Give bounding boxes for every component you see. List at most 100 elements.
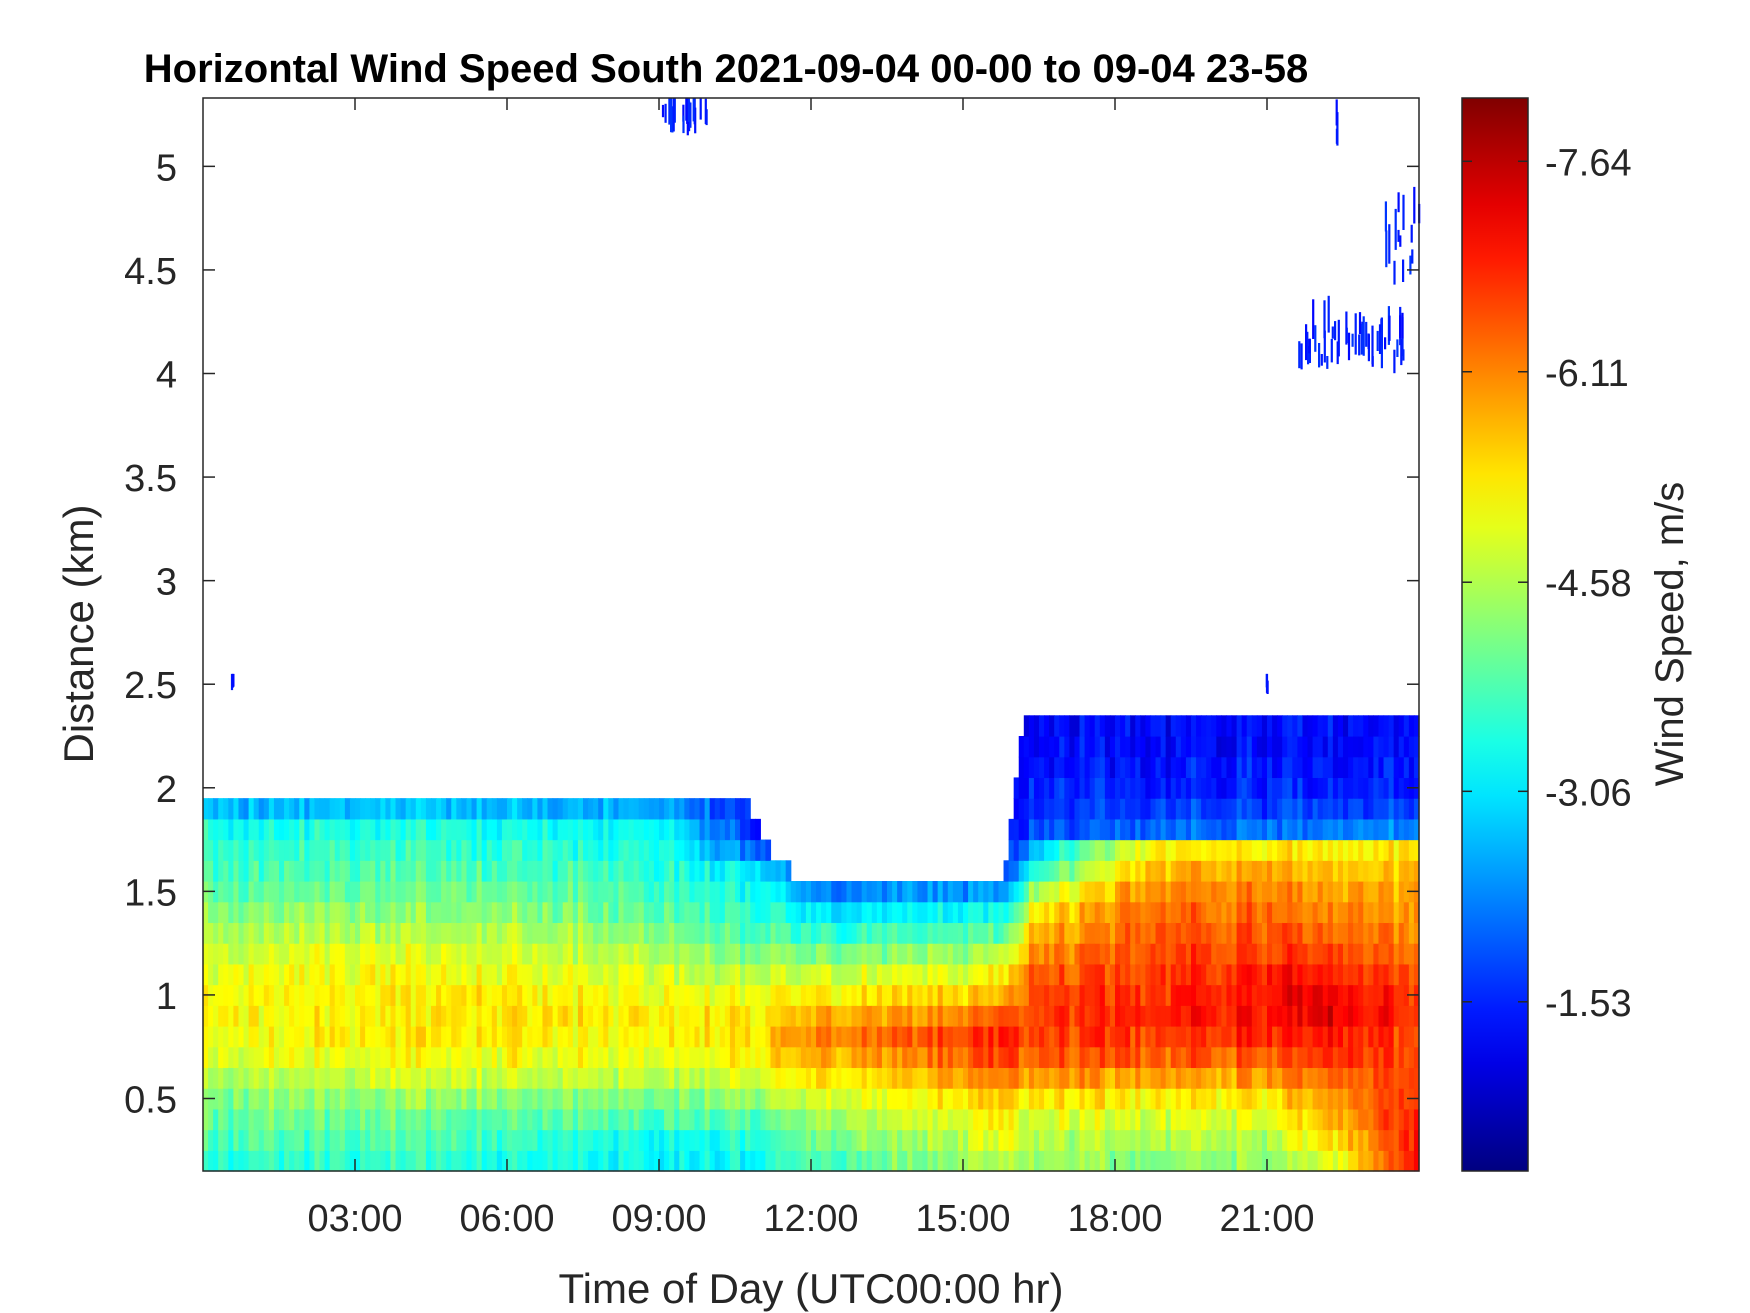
heatmap-cell <box>1312 1150 1319 1172</box>
heatmap-cell <box>1074 881 1081 903</box>
heatmap-cell <box>1069 756 1076 779</box>
heatmap-cell <box>258 839 265 861</box>
heatmap-cell <box>385 839 392 861</box>
heatmap-cell <box>1059 963 1065 986</box>
heatmap-cell <box>1013 963 1020 986</box>
heatmap-cell <box>400 1088 407 1110</box>
heatmap-cell <box>1125 984 1131 1006</box>
heatmap-cell <box>1393 1046 1400 1069</box>
heatmap-cell <box>618 984 625 1006</box>
heatmap-cell <box>1023 943 1030 965</box>
heatmap-cell <box>623 881 630 903</box>
heatmap-cell <box>1246 777 1253 799</box>
heatmap-cell <box>339 839 346 861</box>
heatmap-cell <box>1348 818 1354 841</box>
heatmap-cell <box>947 1046 954 1069</box>
heatmap-cell <box>1185 736 1192 758</box>
heatmap-cell <box>1383 1108 1390 1131</box>
heatmap-cell <box>537 901 544 924</box>
heatmap-cell <box>1267 736 1273 758</box>
heatmap-cell <box>770 943 777 965</box>
heatmap-cell <box>507 963 513 986</box>
heatmap-cell <box>1140 1129 1146 1151</box>
heatmap-cell <box>1363 715 1369 737</box>
heatmap-cell <box>957 984 964 1006</box>
heatmap-cell <box>1064 777 1070 799</box>
heatmap-cell <box>1180 1067 1187 1089</box>
heatmap-cell <box>1104 736 1111 758</box>
heatmap-cell <box>583 1046 589 1069</box>
heatmap-cell <box>811 1046 817 1069</box>
heatmap-cell <box>1155 1005 1162 1027</box>
heatmap-cell <box>988 1026 994 1048</box>
heatmap-cell <box>897 1046 903 1069</box>
heatmap-cell <box>1044 881 1050 903</box>
heatmap-cell <box>451 1046 457 1069</box>
heatmap-cell <box>344 860 351 882</box>
heatmap-cell <box>1322 818 1329 841</box>
heatmap-cell <box>385 1005 392 1027</box>
heatmap-cell <box>1196 1005 1202 1027</box>
heatmap-cell <box>1206 860 1212 882</box>
heatmap-cell <box>1287 756 1293 779</box>
heatmap-cell <box>1378 839 1385 861</box>
heatmap-cell <box>1317 736 1324 758</box>
heatmap-cell <box>648 1067 655 1089</box>
echo-streak <box>670 98 673 133</box>
heatmap-cell <box>289 860 295 882</box>
heatmap-cell <box>501 839 508 861</box>
heatmap-cell <box>724 943 731 965</box>
heatmap-cell <box>299 1005 305 1027</box>
heatmap-cell <box>471 1046 478 1069</box>
heatmap-cell <box>1216 1005 1222 1027</box>
heatmap-cell <box>537 860 544 882</box>
heatmap-cell <box>1368 756 1374 779</box>
heatmap-cell <box>1135 1150 1141 1172</box>
heatmap-cell <box>466 1067 473 1089</box>
echo-streak <box>1388 224 1391 264</box>
heatmap-cell <box>1094 1005 1101 1027</box>
heatmap-cell <box>892 1088 898 1110</box>
heatmap-cell <box>451 1088 457 1110</box>
heatmap-cell <box>405 922 412 944</box>
heatmap-cell <box>1170 715 1177 737</box>
heatmap-cell <box>228 943 234 965</box>
heatmap-cell <box>466 798 473 820</box>
heatmap-cell <box>547 1005 554 1027</box>
heatmap-cell <box>491 984 498 1006</box>
heatmap-cell <box>491 943 498 965</box>
heatmap-cell <box>659 963 665 986</box>
heatmap-cell <box>724 901 731 924</box>
heatmap-cell <box>1028 1067 1035 1089</box>
heatmap-cell <box>1196 1129 1202 1151</box>
heatmap-cell <box>1039 1108 1045 1131</box>
heatmap-cell <box>314 1150 321 1172</box>
heatmap-cell <box>1135 1067 1141 1089</box>
heatmap-cell <box>238 1088 245 1110</box>
heatmap-cell <box>446 922 452 944</box>
heatmap-cell <box>410 881 417 903</box>
heatmap-cell <box>983 963 989 986</box>
heatmap-cell <box>517 943 523 965</box>
heatmap-cell <box>1388 1067 1395 1089</box>
heatmap-cell <box>1261 1108 1268 1131</box>
heatmap-cell <box>279 1005 285 1027</box>
heatmap-cell <box>400 1129 407 1151</box>
heatmap-cell <box>349 839 356 861</box>
heatmap-cell <box>699 1129 706 1151</box>
heatmap-cell <box>836 1046 842 1069</box>
heatmap-cell <box>284 922 290 944</box>
heatmap-cell <box>471 1088 478 1110</box>
heatmap-cell <box>1175 1129 1182 1151</box>
heatmap-cell <box>273 1026 280 1048</box>
heatmap-cell <box>324 1129 331 1151</box>
heatmap-cell <box>805 1088 812 1110</box>
heatmap-cell <box>385 1026 392 1048</box>
heatmap-cell <box>1206 963 1212 986</box>
heatmap-cell <box>1393 756 1400 779</box>
heatmap-cell <box>957 881 964 903</box>
heatmap-cell <box>1413 839 1420 861</box>
heatmap-cell <box>1236 922 1243 944</box>
heatmap-cell <box>978 1005 984 1027</box>
heatmap-cell <box>461 881 468 903</box>
